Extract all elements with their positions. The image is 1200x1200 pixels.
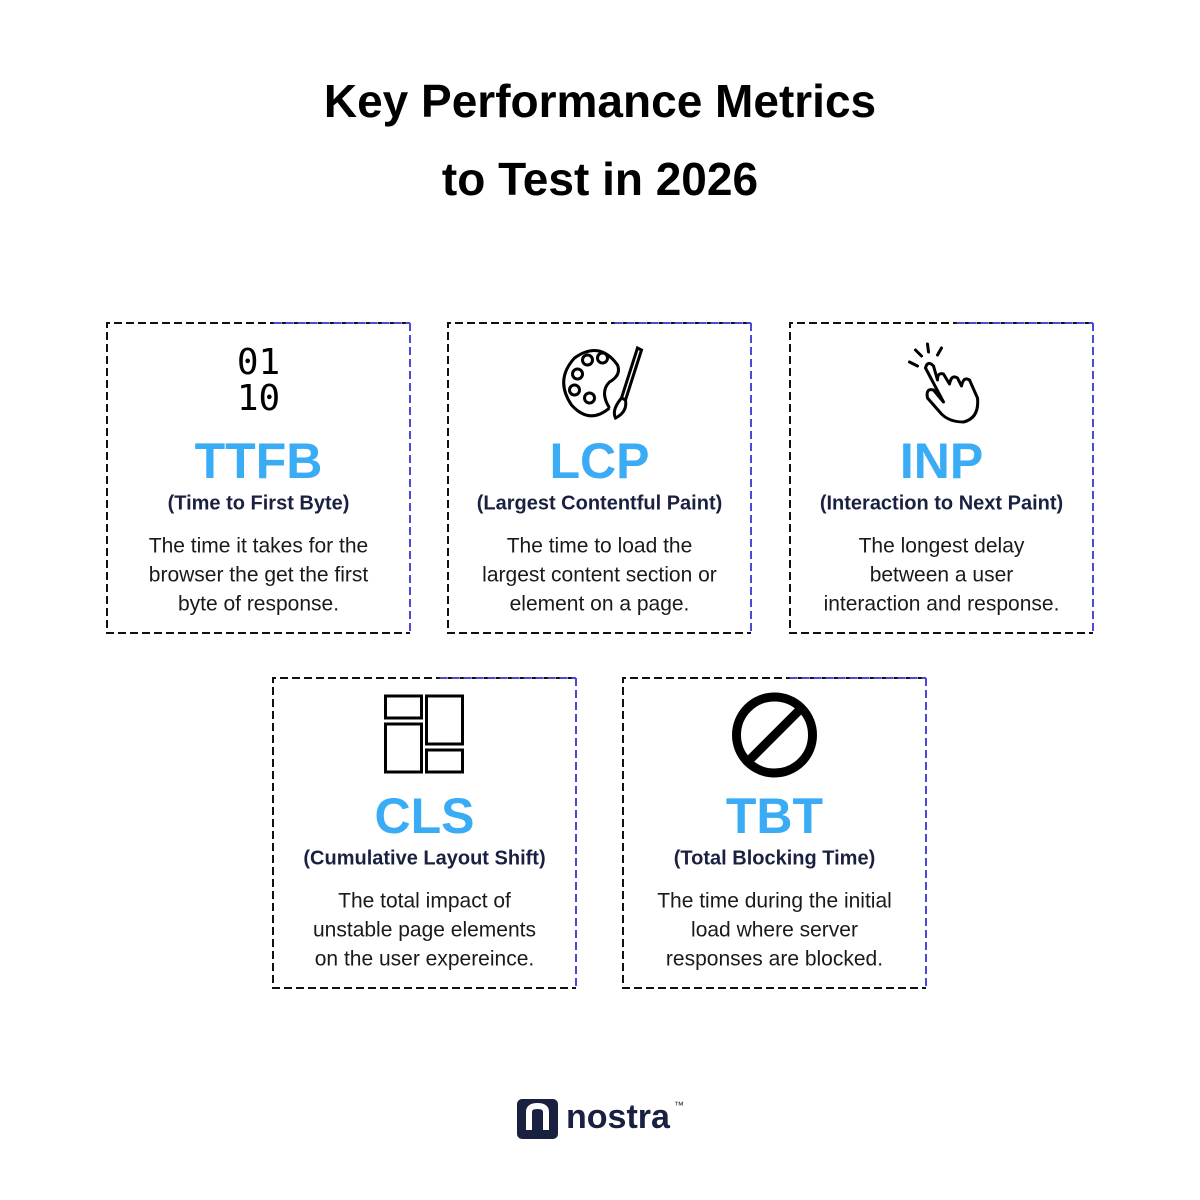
icon-spark	[908, 360, 919, 368]
icon-block	[384, 722, 423, 774]
icon-dot	[596, 351, 609, 365]
card-description: The time it takes for the	[149, 535, 368, 558]
icon-ring	[732, 692, 817, 778]
card-icon	[562, 345, 644, 421]
logo-text: nostra	[566, 1098, 671, 1136]
icon-hand	[924, 361, 980, 424]
card-abbr: INP	[900, 433, 983, 489]
card-description: load where server	[691, 919, 858, 942]
card-description: on the user expereince.	[315, 948, 534, 971]
metric-card: TBT (Total Blocking Time) The time during …	[622, 677, 927, 989]
icon-palette	[562, 349, 620, 418]
icon-text: 10	[237, 378, 280, 419]
icon-text: 01	[237, 342, 280, 383]
card-abbr: TTFB	[195, 433, 323, 489]
card-abbr: LCP	[550, 433, 650, 489]
card-description: largest content section or	[482, 564, 717, 587]
card-border	[272, 677, 576, 989]
card-description: unstable page elements	[313, 919, 536, 942]
icon-spark	[926, 342, 930, 354]
card-description: element on a page.	[510, 593, 690, 616]
icon-dot	[583, 391, 596, 405]
card-icon	[732, 692, 817, 778]
metric-card: INP (Interaction to Next Paint) The longes…	[789, 322, 1094, 634]
card-description: browser the get the first	[149, 564, 369, 587]
title-line: Key Performance Metrics	[324, 75, 876, 127]
icon-dot	[581, 353, 594, 367]
card-icon	[384, 694, 464, 774]
card-description: The total impact of	[338, 890, 511, 913]
card-name: (Time to First Byte)	[168, 492, 350, 514]
card-description: The time during the initial	[657, 890, 892, 913]
title-line: to Test in 2026	[442, 153, 758, 205]
icon-block	[425, 694, 464, 746]
icon-block	[384, 694, 423, 720]
card-abbr: TBT	[726, 788, 823, 844]
icon-bar	[744, 704, 805, 766]
icon-brush	[612, 345, 644, 421]
card-name: (Largest Contentful Paint)	[477, 492, 723, 514]
card-border	[789, 322, 1093, 634]
card-abbr: CLS	[375, 788, 475, 844]
card-icon	[908, 342, 980, 424]
card-border	[447, 322, 751, 634]
icon-spark	[936, 346, 943, 357]
card-description: The longest delay	[859, 535, 1025, 558]
logo-glyph	[526, 1102, 549, 1130]
card-name: (Interaction to Next Paint)	[820, 492, 1063, 514]
icon-spark	[914, 348, 923, 358]
card-description: interaction and response.	[824, 593, 1060, 616]
card-border	[622, 677, 926, 989]
card-description: byte of response.	[178, 593, 339, 616]
icon-block	[425, 748, 464, 774]
card-border	[106, 322, 410, 634]
card-name: (Cumulative Layout Shift)	[303, 847, 545, 869]
card-description: The time to load the	[507, 535, 693, 558]
card-name: (Total Blocking Time)	[674, 847, 876, 869]
logo: nostra ™	[517, 1098, 684, 1139]
icon-dot	[568, 383, 581, 397]
logo-trademark: ™	[674, 1101, 684, 1112]
card-description: responses are blocked.	[666, 948, 883, 971]
card-description: between a user	[870, 564, 1014, 587]
icon-dot	[571, 367, 584, 381]
metric-card: CLS (Cumulative Layout Shift) The total im…	[272, 677, 577, 989]
metric-card: LCP (Largest Contentful Paint) The time to…	[447, 322, 752, 634]
